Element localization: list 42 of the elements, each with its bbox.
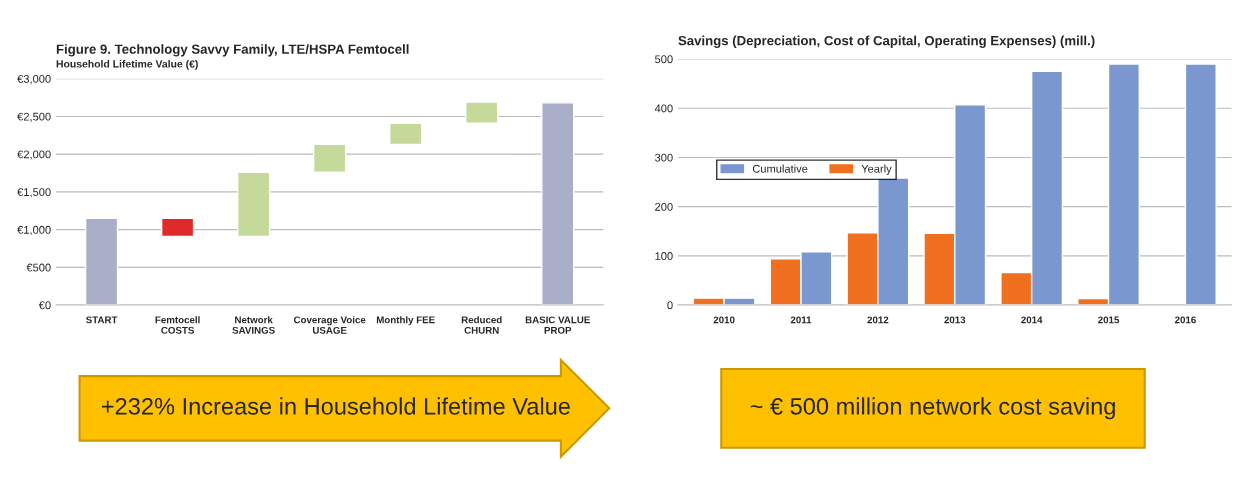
y-tick-label: €0	[38, 301, 51, 310]
text: ~ € 500 million network cost saving	[750, 397, 1115, 420]
y-axis-title: Household Lifetime Value (€)	[56, 59, 198, 70]
chart-title: Savings (Depreciation, Cost of Capital, Operating Expenses) (mill.)	[678, 35, 1095, 48]
x-tick-label: Reduced CHURN	[461, 316, 502, 334]
x-tick-label: 2014	[1021, 316, 1043, 324]
y-tick-label: €3,000	[17, 74, 51, 85]
bar	[1184, 63, 1217, 306]
y-tick-label: 0	[667, 301, 673, 310]
x-tick-label: Monthly FEE	[376, 316, 435, 326]
y-tick-label: €2,000	[17, 150, 51, 160]
y-tick-label: €1,000	[17, 225, 51, 236]
x-tick-label: 2016	[1174, 316, 1196, 324]
legend-label: Yearly	[861, 164, 892, 175]
x-tick-label: 2012	[867, 316, 889, 324]
chart-title: Figure 9. Technology Savvy Family, LTE/HSPA Femtocell	[56, 44, 409, 57]
bar	[236, 171, 271, 238]
text: +232% Increase in Household Lifetime Value	[101, 397, 570, 415]
bar	[465, 101, 499, 124]
y-tick-label: 200	[655, 202, 673, 211]
x-tick-label: Network SAVINGS	[232, 316, 275, 334]
y-tick-label: €2,500	[17, 112, 51, 122]
y-tick-label: 300	[655, 153, 673, 162]
bar	[160, 217, 195, 238]
x-tick-label: 2015	[1098, 316, 1120, 324]
x-tick-label: Coverage Voice USAGE	[293, 316, 366, 334]
legend-label: Cumulative	[752, 164, 808, 173]
y-tick-label: €1,500	[17, 188, 51, 198]
y-tick-label: 400	[654, 104, 673, 113]
x-tick-label: 2011	[790, 316, 812, 324]
bar	[84, 217, 119, 306]
x-tick-label: START	[86, 316, 118, 324]
y-tick-label: 100	[655, 252, 673, 260]
x-tick-label: 2010	[713, 316, 735, 324]
x-tick-label: 2013	[944, 316, 966, 324]
bar	[313, 143, 347, 173]
x-tick-label: Femtocell COSTS	[155, 316, 200, 334]
y-tick-label: 500	[655, 55, 673, 64]
bar	[541, 102, 575, 306]
y-tick-label: €500	[26, 263, 51, 272]
x-tick-label: BASIC VALUE PROP	[525, 316, 590, 334]
bar	[389, 122, 423, 146]
